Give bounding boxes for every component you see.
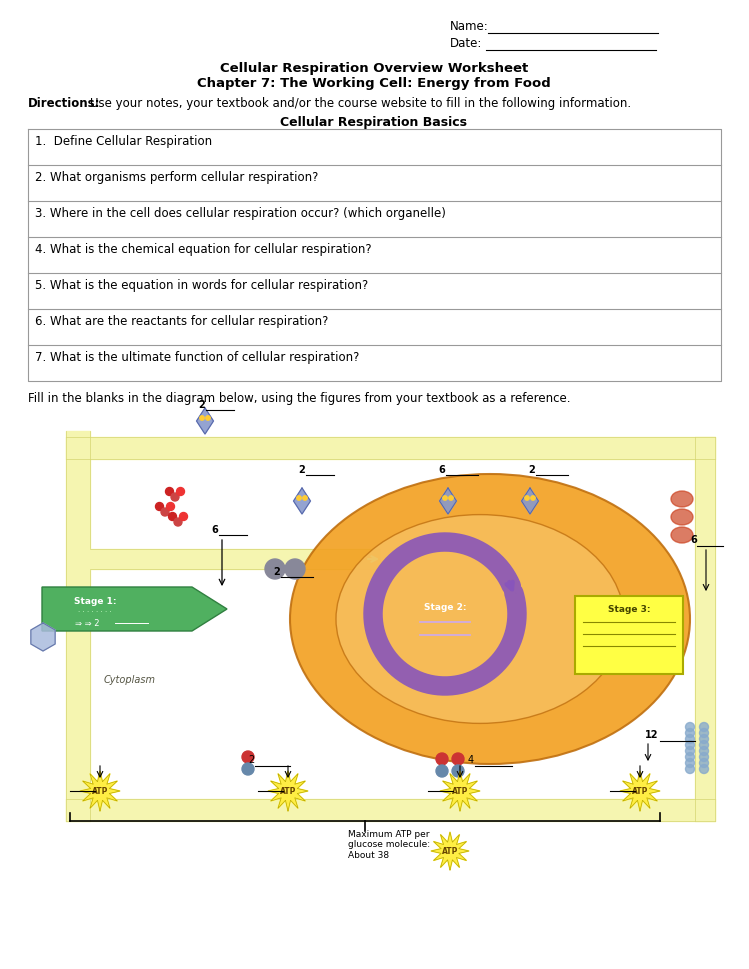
Circle shape (452, 766, 464, 777)
Circle shape (174, 518, 182, 526)
Polygon shape (31, 623, 55, 651)
Text: 2: 2 (528, 464, 535, 475)
Circle shape (700, 753, 709, 762)
Text: 2: 2 (298, 464, 305, 475)
Circle shape (685, 753, 694, 762)
Text: 4: 4 (468, 754, 474, 765)
Text: Date:: Date: (450, 37, 482, 50)
Circle shape (700, 759, 709, 767)
Polygon shape (521, 488, 539, 515)
Text: ⇒ ⇒ 2: ⇒ ⇒ 2 (75, 619, 100, 628)
Text: 12: 12 (645, 730, 658, 739)
Circle shape (303, 496, 307, 501)
Circle shape (685, 735, 694, 744)
Circle shape (171, 493, 179, 502)
Polygon shape (80, 771, 120, 811)
Text: Fill in the blanks in the diagram below, using the figures from your textbook as: Fill in the blanks in the diagram below,… (28, 391, 571, 405)
Circle shape (285, 559, 305, 579)
Circle shape (700, 740, 709, 750)
Circle shape (297, 496, 301, 501)
Circle shape (156, 503, 163, 511)
Text: 7. What is the ultimate function of cellular respiration?: 7. What is the ultimate function of cell… (35, 351, 360, 363)
Text: Directions:: Directions: (28, 97, 100, 109)
Text: · · · · · · · ·: · · · · · · · · (78, 609, 112, 614)
Circle shape (685, 765, 694, 773)
Ellipse shape (290, 475, 690, 765)
Circle shape (700, 729, 709, 737)
Text: ATP: ATP (92, 787, 108, 796)
Text: Name:: Name: (450, 20, 489, 33)
Circle shape (685, 723, 694, 732)
Circle shape (531, 496, 536, 501)
Circle shape (685, 740, 694, 750)
Circle shape (206, 417, 210, 421)
Text: Use your notes, your textbook and/or the course website to fill in the following: Use your notes, your textbook and/or the… (90, 97, 631, 109)
Ellipse shape (336, 516, 624, 724)
Circle shape (169, 513, 177, 521)
Text: Stage 3:: Stage 3: (607, 605, 650, 613)
Circle shape (166, 503, 175, 511)
Text: 2. What organisms perform cellular respiration?: 2. What organisms perform cellular respi… (35, 171, 318, 184)
Polygon shape (440, 771, 480, 811)
Circle shape (700, 723, 709, 732)
Text: 6: 6 (690, 535, 697, 545)
Text: ATP: ATP (632, 787, 648, 796)
Circle shape (242, 764, 254, 775)
Ellipse shape (671, 510, 693, 525)
Text: Chapter 7: The Working Cell: Energy from Food: Chapter 7: The Working Cell: Energy from… (197, 77, 551, 90)
Circle shape (265, 559, 285, 579)
Circle shape (700, 747, 709, 756)
Text: ATP: ATP (442, 847, 458, 856)
Text: Cellular Respiration Overview Worksheet: Cellular Respiration Overview Worksheet (220, 62, 528, 75)
Polygon shape (196, 409, 213, 434)
Circle shape (200, 417, 204, 421)
Text: 1.  Define Cellular Respiration: 1. Define Cellular Respiration (35, 135, 212, 148)
Text: 6. What are the reactants for cellular respiration?: 6. What are the reactants for cellular r… (35, 315, 328, 328)
Circle shape (443, 496, 447, 501)
Circle shape (177, 488, 184, 496)
Text: 2: 2 (273, 567, 280, 577)
Circle shape (180, 513, 187, 521)
Polygon shape (440, 488, 456, 515)
Circle shape (685, 729, 694, 737)
Circle shape (685, 759, 694, 767)
Polygon shape (620, 771, 660, 811)
Circle shape (436, 766, 448, 777)
Text: 2: 2 (198, 399, 205, 410)
Text: Maximum ATP per
glucose molecule:
About 38: Maximum ATP per glucose molecule: About … (348, 829, 430, 859)
Circle shape (452, 753, 464, 766)
Circle shape (449, 496, 453, 501)
Text: 6: 6 (438, 464, 445, 475)
Ellipse shape (671, 527, 693, 544)
Polygon shape (294, 488, 310, 515)
Ellipse shape (671, 491, 693, 508)
Circle shape (436, 753, 448, 766)
Polygon shape (268, 771, 308, 811)
Text: 6: 6 (211, 524, 218, 535)
Polygon shape (431, 832, 469, 870)
Text: ATP: ATP (452, 787, 468, 796)
FancyArrow shape (42, 587, 227, 632)
Circle shape (166, 488, 174, 496)
Circle shape (700, 735, 709, 744)
Text: 4. What is the chemical equation for cellular respiration?: 4. What is the chemical equation for cel… (35, 243, 372, 256)
FancyBboxPatch shape (575, 596, 683, 674)
Circle shape (685, 747, 694, 756)
Text: ATP: ATP (280, 787, 296, 796)
Text: 2: 2 (248, 754, 254, 765)
Text: Cellular Respiration Basics: Cellular Respiration Basics (280, 116, 467, 129)
Text: Stage 1:: Stage 1: (73, 597, 116, 606)
Text: 3. Where in the cell does cellular respiration occur? (which organelle): 3. Where in the cell does cellular respi… (35, 206, 446, 220)
Circle shape (525, 496, 530, 501)
Circle shape (242, 751, 254, 764)
Text: 5. What is the equation in words for cellular respiration?: 5. What is the equation in words for cel… (35, 279, 369, 292)
Circle shape (700, 765, 709, 773)
Circle shape (161, 509, 169, 516)
Text: Cytoplasm: Cytoplasm (104, 674, 156, 684)
Text: Stage 2:: Stage 2: (424, 603, 466, 611)
